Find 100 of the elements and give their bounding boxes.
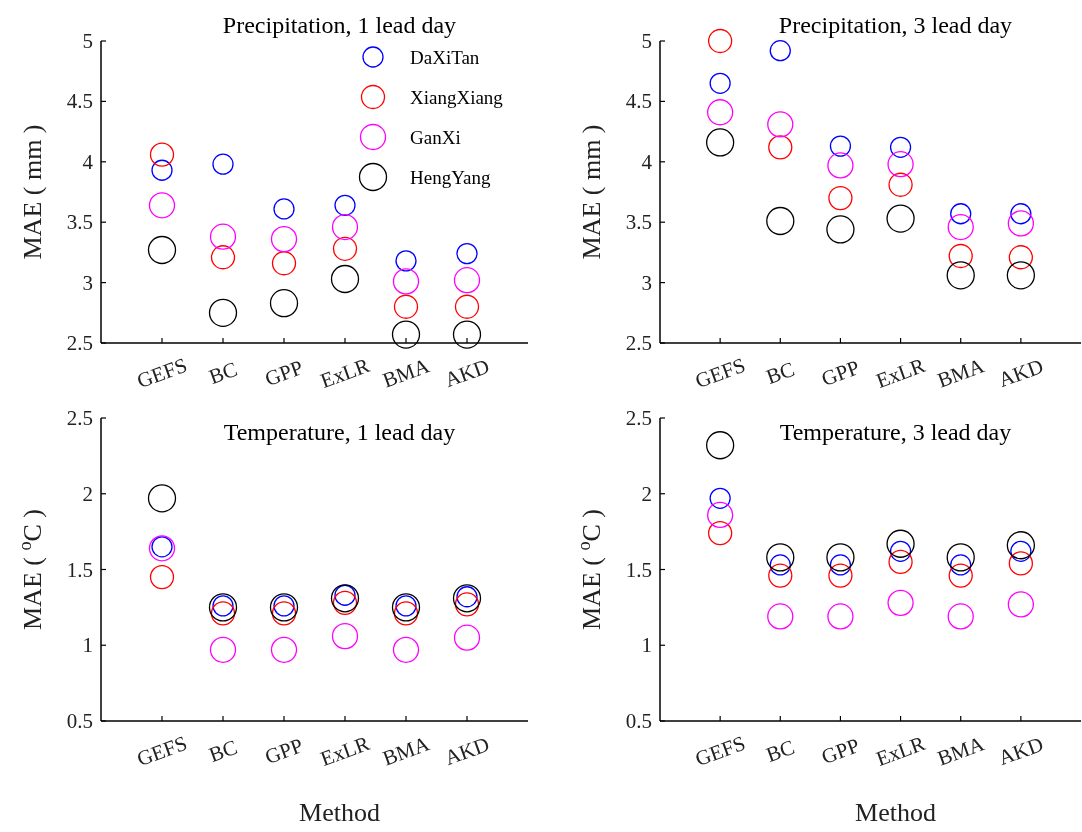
y-tick-label: 2.5 — [66, 331, 93, 355]
point — [828, 563, 853, 588]
y-tick-label: 3 — [82, 270, 93, 295]
point — [888, 549, 913, 575]
point — [331, 213, 359, 241]
point — [828, 185, 853, 211]
point — [886, 204, 915, 233]
point — [766, 206, 795, 236]
legend-label: XiangXiang — [410, 86, 504, 108]
point — [452, 584, 482, 613]
y-tick-label: 1.5 — [625, 557, 652, 582]
y-tick-label: 5 — [641, 29, 652, 53]
point — [769, 40, 791, 62]
point — [149, 564, 175, 590]
point — [452, 320, 482, 349]
y-tick-label: 2 — [641, 481, 652, 506]
x-tick-label: ExLR — [872, 731, 929, 771]
point — [768, 563, 793, 588]
point — [948, 243, 973, 269]
point — [767, 111, 794, 138]
point — [391, 593, 421, 622]
point — [273, 198, 295, 220]
point — [209, 636, 237, 663]
point — [151, 159, 173, 181]
point — [271, 601, 297, 626]
x-tick-label: AKD — [995, 731, 1047, 771]
point — [270, 225, 298, 253]
point — [332, 236, 358, 261]
x-axis-title: Method — [299, 798, 380, 827]
x-tick-label: AKD — [995, 353, 1047, 393]
point — [208, 593, 238, 622]
point — [271, 251, 297, 276]
point — [392, 636, 420, 663]
point — [1008, 551, 1034, 576]
point — [707, 520, 733, 546]
point — [210, 601, 236, 626]
y-tick-label: 1.5 — [66, 557, 93, 582]
point — [950, 203, 972, 225]
point — [946, 543, 975, 572]
y-tick-label: 4.5 — [66, 89, 93, 114]
point — [887, 151, 914, 178]
x-tick-label: GEFS — [691, 352, 749, 394]
point — [1007, 591, 1035, 618]
point — [332, 590, 358, 615]
point — [208, 298, 238, 327]
x-tick-label: ExLR — [317, 731, 373, 771]
point — [393, 601, 419, 626]
point — [887, 589, 914, 616]
x-tick-label: GPP — [261, 733, 307, 769]
y-axis-title: MAE ( mm ) — [18, 124, 47, 260]
x-tick-label: GEFS — [691, 730, 749, 772]
point — [1007, 210, 1035, 237]
y-tick-label: 1 — [82, 633, 93, 658]
x-tick-label: AKD — [441, 353, 493, 393]
chart-title: Precipitation, 3 lead day — [778, 12, 1013, 38]
point — [453, 267, 481, 294]
point — [1008, 245, 1034, 270]
point — [269, 288, 299, 318]
point — [705, 128, 735, 157]
legend-label: HengYang — [410, 166, 491, 188]
x-tick-label: BC — [763, 356, 798, 390]
chart-title: Temperature, 1 lead day — [223, 419, 456, 445]
x-tick-label: GEFS — [133, 730, 191, 772]
y-tick-label: 4 — [82, 149, 94, 174]
y-tick-label: 2.5 — [625, 331, 652, 355]
y-tick-label: 2.5 — [625, 406, 652, 430]
point — [393, 294, 419, 319]
point — [210, 245, 236, 270]
point — [946, 261, 975, 290]
point — [391, 320, 421, 349]
legend-label: DaXiTan — [410, 46, 480, 68]
point — [705, 431, 735, 460]
point — [392, 268, 420, 295]
point — [707, 28, 733, 54]
point — [767, 603, 794, 630]
point — [947, 603, 974, 630]
point — [766, 543, 795, 572]
y-tick-label: 3.5 — [625, 210, 652, 235]
x-tick-label: GPP — [261, 355, 307, 391]
y-axis-title: MAE ( mm ) — [577, 124, 606, 260]
x-tick-label: AKD — [441, 731, 493, 771]
point — [395, 250, 417, 272]
point — [212, 153, 234, 175]
point — [826, 543, 855, 572]
point — [456, 242, 478, 265]
y-tick-label: 3.5 — [66, 210, 93, 235]
point — [826, 215, 855, 244]
x-axis-title: Method — [855, 798, 936, 827]
point — [269, 593, 299, 622]
x-tick-label: ExLR — [872, 353, 929, 393]
point — [454, 294, 480, 319]
point — [1006, 531, 1036, 560]
x-tick-label: BMA — [379, 353, 434, 393]
y-tick-label: 3 — [641, 270, 652, 295]
y-tick-label: 1 — [641, 633, 652, 658]
point — [209, 223, 237, 250]
point — [768, 135, 793, 160]
point — [147, 484, 177, 513]
point — [270, 636, 298, 663]
point — [829, 135, 852, 157]
